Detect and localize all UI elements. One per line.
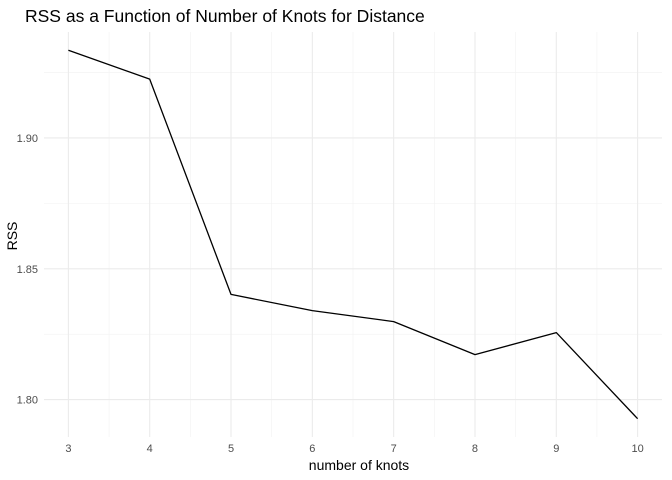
x-tick-labels: 3 4 5 6 7 8 9 10 (65, 443, 643, 455)
x-tick-label: 5 (228, 443, 234, 455)
y-tick-label: 1.85 (17, 264, 38, 276)
x-tick-label: 10 (631, 443, 643, 455)
x-tick-label: 8 (472, 443, 478, 455)
x-tick-label: 4 (147, 443, 153, 455)
rss-series-line (68, 49, 639, 420)
x-axis-title: number of knots (309, 457, 409, 473)
chart-title: RSS as a Function of Number of Knots for… (25, 6, 425, 26)
x-tick-label: 3 (65, 443, 71, 455)
y-tick-label: 1.90 (17, 133, 38, 145)
x-tick-label: 6 (309, 443, 315, 455)
grid (44, 32, 662, 437)
x-tick-label: 7 (391, 443, 397, 455)
y-axis-title: RSS (4, 222, 20, 251)
x-tick-label: 9 (553, 443, 559, 455)
y-tick-labels: 1.80 1.85 1.90 (17, 133, 38, 407)
y-tick-label: 1.80 (17, 395, 38, 407)
